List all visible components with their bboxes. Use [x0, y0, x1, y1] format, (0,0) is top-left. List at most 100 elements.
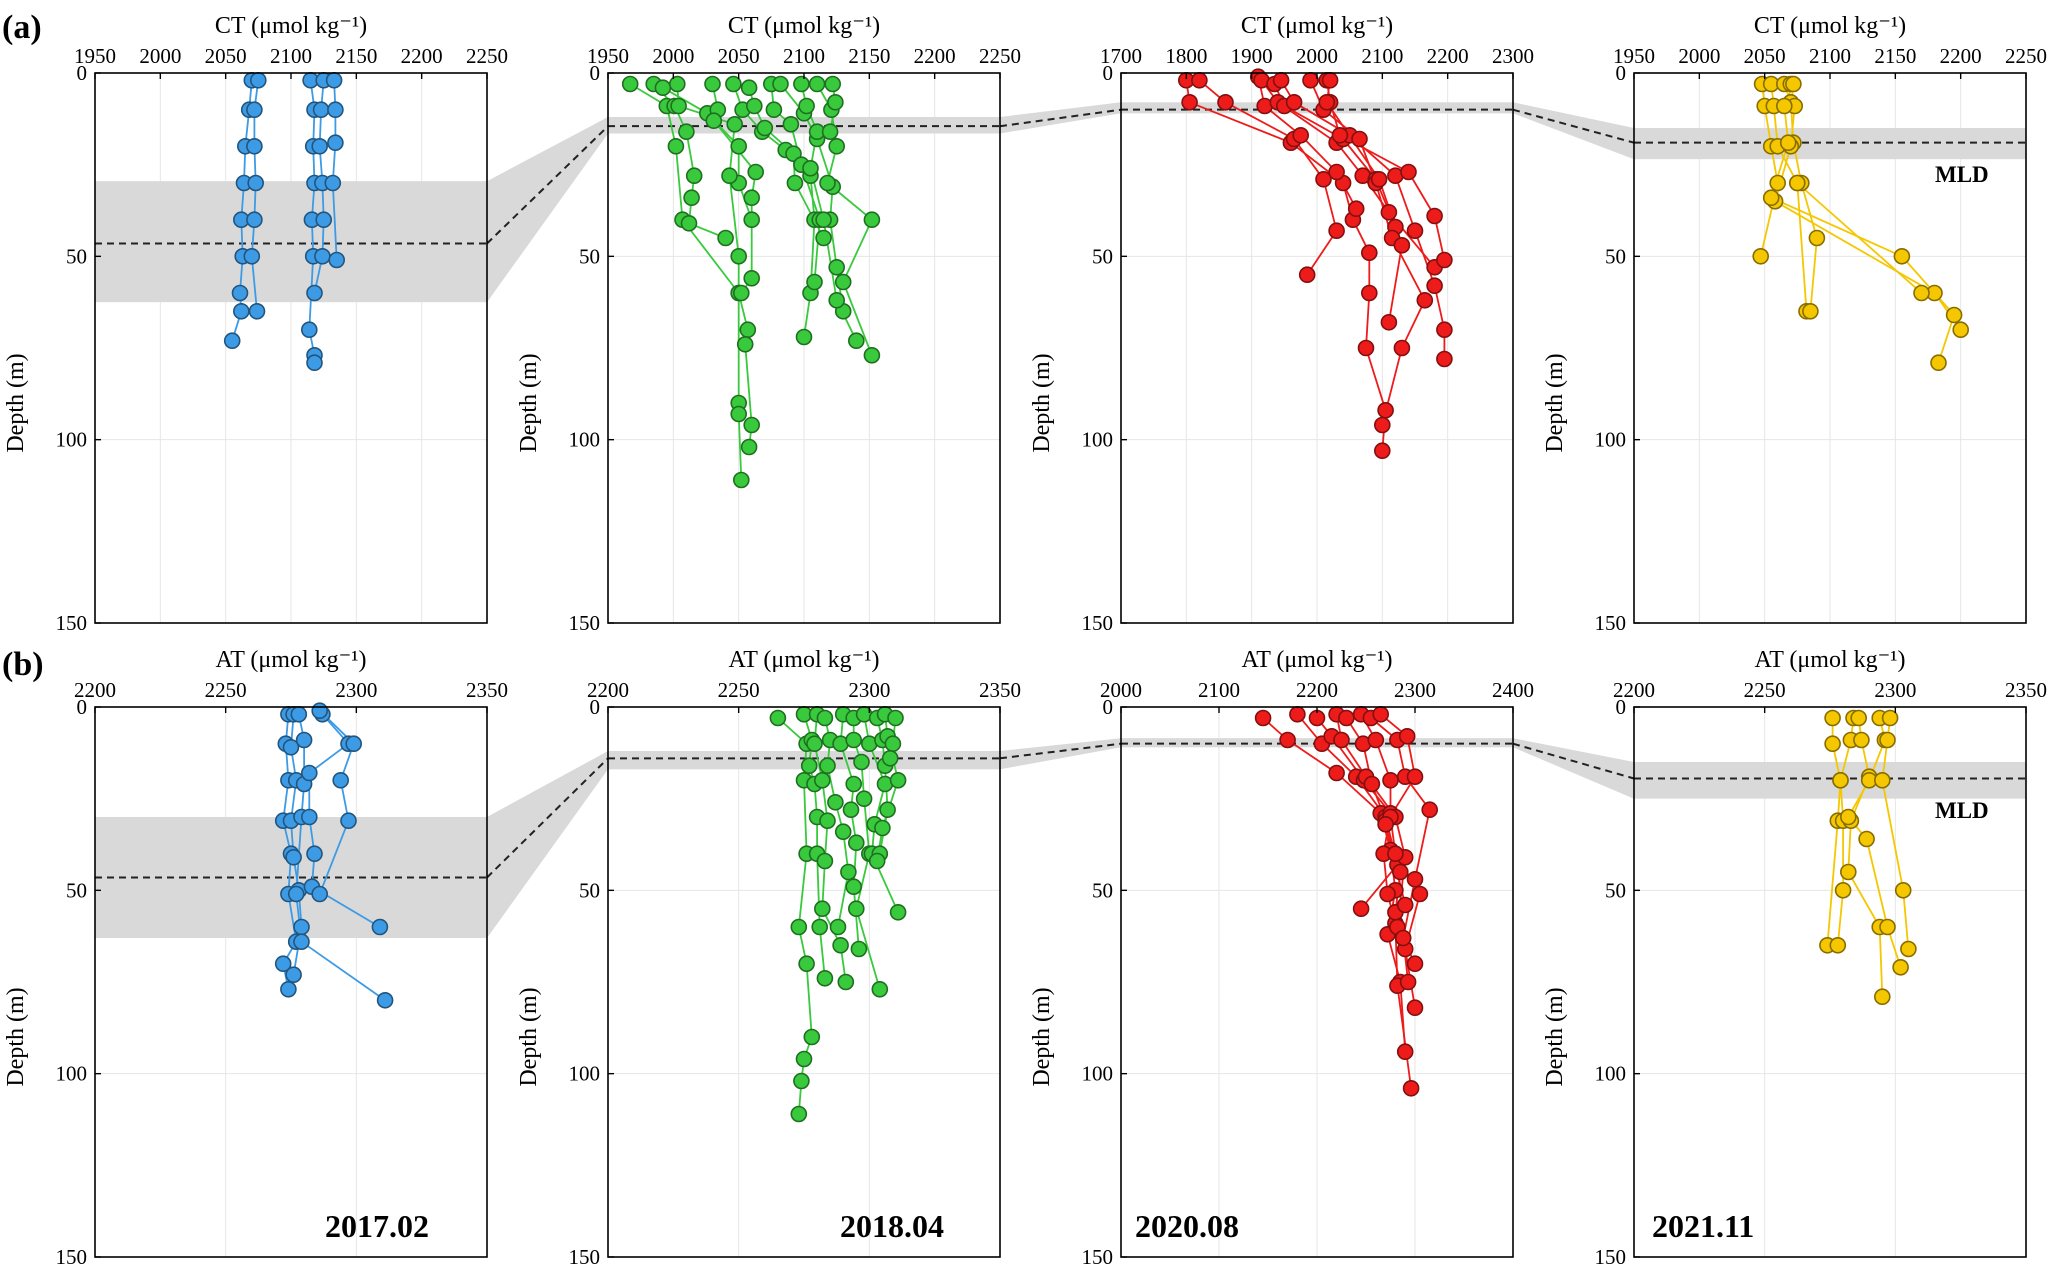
data-point: [834, 273, 852, 291]
data-point: [834, 823, 852, 841]
y-tick-label: 0: [1103, 61, 1114, 85]
y-tick-label: 0: [77, 695, 88, 719]
data-point: [1894, 881, 1912, 899]
data-point: [1217, 94, 1234, 111]
data-point: [300, 321, 318, 339]
data-point: [1913, 284, 1930, 302]
data-point: [782, 116, 800, 133]
x-tick-label: 2300: [848, 678, 890, 702]
data-point: [1374, 442, 1391, 460]
data-point: [806, 273, 823, 291]
data-point: [1328, 222, 1345, 239]
data-point: [1289, 705, 1306, 723]
y-tick-label: 150: [1082, 611, 1114, 635]
y-tick-label: 150: [1595, 1245, 1627, 1269]
data-point: [1338, 709, 1355, 727]
data-point: [1328, 163, 1345, 181]
x-tick-label: 2200: [587, 678, 629, 702]
data-point: [798, 97, 815, 115]
data-point: [1776, 97, 1793, 115]
x-axis-title: AT (μmol kg⁻¹): [729, 647, 880, 673]
y-tick-label: 50: [579, 878, 600, 902]
mld-connector-band: [487, 117, 608, 303]
data-point: [678, 123, 695, 140]
y-tick-label: 50: [1092, 244, 1113, 268]
data-point: [1374, 416, 1391, 434]
y-tick-label: 0: [1616, 695, 1627, 719]
data-point: [285, 848, 302, 866]
y-axis-title: Depth (m): [3, 353, 29, 452]
data-point: [732, 284, 750, 302]
y-axis-title: Depth (m): [516, 353, 542, 452]
x-tick-label: 1950: [1613, 44, 1655, 68]
data-point: [1292, 127, 1309, 144]
data-point: [795, 328, 813, 346]
data-point: [1370, 171, 1388, 188]
data-point: [717, 229, 734, 247]
x-tick-label: 2100: [1361, 44, 1403, 68]
data-point: [1802, 302, 1819, 320]
data-point: [328, 251, 346, 269]
data-point: [1382, 771, 1399, 789]
data-point: [1779, 134, 1797, 151]
data-point: [889, 771, 907, 789]
x-tick-label: 2300: [1492, 44, 1534, 68]
data-point: [293, 918, 310, 936]
data-point: [726, 116, 744, 133]
data-point: [813, 900, 831, 918]
x-tick-label: 1950: [587, 44, 629, 68]
x-tick-label: 2350: [979, 678, 1021, 702]
data-point: [311, 885, 329, 903]
data-point: [223, 332, 241, 350]
x-tick-label: 2300: [335, 678, 377, 702]
mld-label-bottom: MLD: [1935, 798, 1989, 823]
chart-panel-r1-c2: 1950 2000 2050 2100 2150 2200 2250 0 50 100 150 CT …: [516, 13, 1021, 635]
data-point: [683, 189, 700, 206]
x-tick-label: 2150: [335, 44, 377, 68]
data-point: [889, 903, 907, 921]
data-point: [798, 955, 815, 973]
profile-line: [1796, 182, 1923, 294]
data-point: [685, 167, 703, 184]
data-point: [803, 1028, 821, 1046]
x-axis-title: AT (μmol kg⁻¹): [1242, 647, 1393, 673]
data-point: [1347, 200, 1365, 217]
x-tick-label: 2150: [848, 44, 890, 68]
data-point: [274, 955, 292, 973]
data-point: [832, 936, 849, 954]
x-tick-label: 2250: [2005, 44, 2047, 68]
data-point: [1392, 863, 1409, 881]
data-point: [816, 969, 834, 987]
data-point: [845, 775, 863, 793]
data-point: [884, 735, 902, 753]
x-tick-label: 2250: [718, 678, 760, 702]
chart-panel-r1-c3: 1700 1800 1900 2000 2100 2200 2300 0 50 100 150 CT …: [1029, 13, 1534, 635]
data-point: [1829, 936, 1847, 954]
data-point: [1752, 247, 1769, 265]
y-tick-label: 100: [1082, 428, 1114, 452]
x-tick-label: 2100: [1198, 678, 1240, 702]
data-point: [654, 79, 672, 96]
y-tick-label: 0: [590, 695, 601, 719]
data-point: [704, 75, 721, 93]
data-point: [828, 138, 846, 155]
data-point: [327, 134, 344, 151]
plot-frame: [1633, 706, 2027, 1258]
x-axis-title: AT (μmol kg⁻¹): [1755, 647, 1906, 673]
data-point: [285, 966, 302, 984]
data-point: [1900, 940, 1917, 958]
data-point: [819, 174, 836, 192]
data-point: [743, 189, 761, 206]
data-point: [815, 211, 832, 228]
data-point: [871, 980, 889, 998]
data-point: [1367, 731, 1385, 749]
data-point: [293, 933, 310, 951]
y-axis-title: Depth (m): [1029, 353, 1055, 452]
data-point: [1832, 771, 1849, 789]
data-point: [327, 101, 344, 118]
data-point: [730, 405, 748, 423]
data-point: [863, 211, 881, 228]
data-point: [769, 709, 787, 727]
data-point: [1328, 764, 1345, 782]
